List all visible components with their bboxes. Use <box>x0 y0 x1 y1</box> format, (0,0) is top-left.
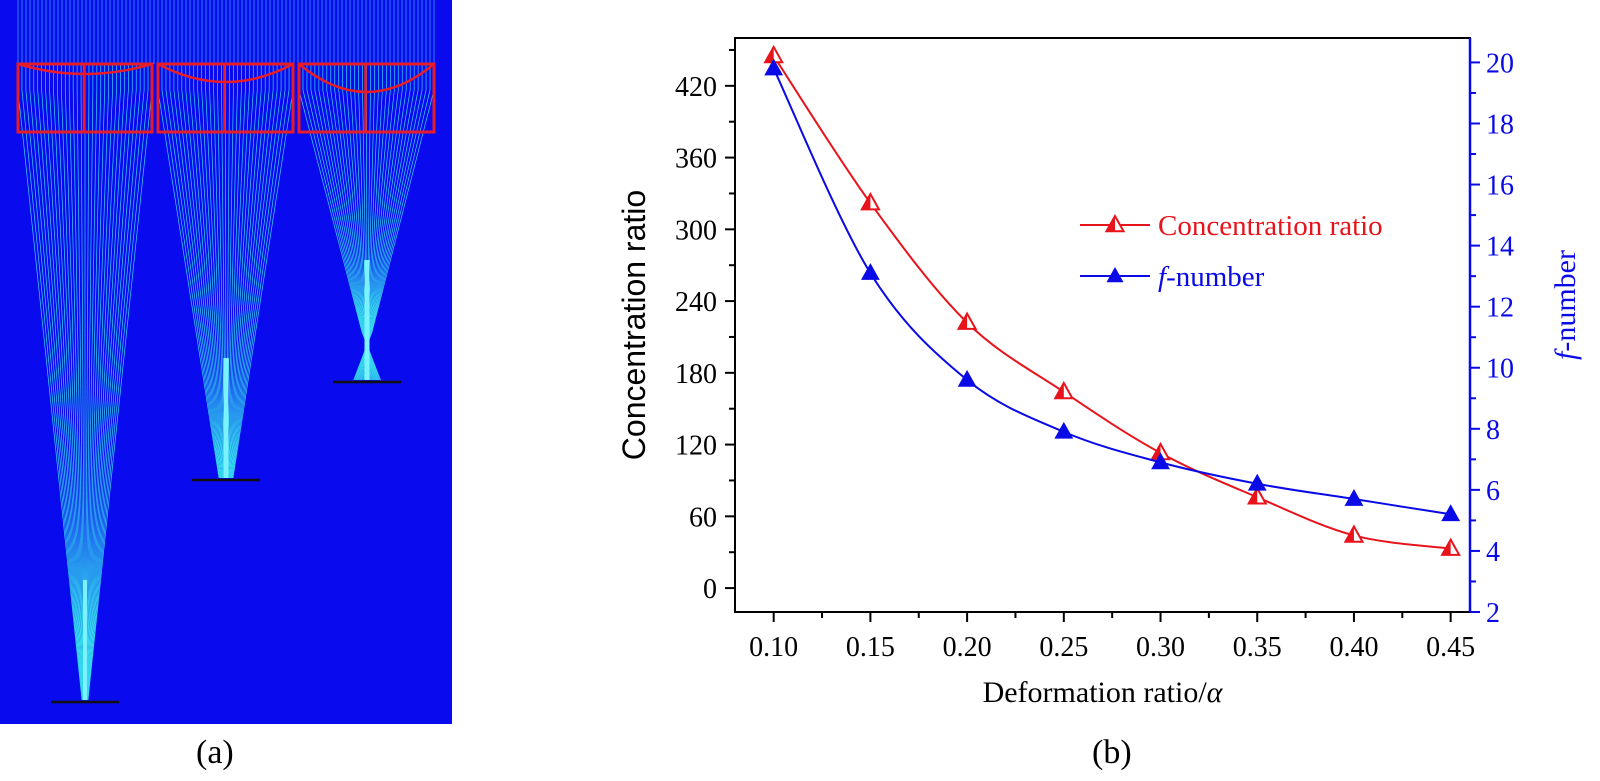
legend-entry-concentration-ratio: Concentration ratio <box>1080 210 1383 242</box>
x-axis: 0.10 0.15 0.20 0.25 0.30 0.35 0.40 0.45 <box>749 612 1475 663</box>
plot-area-frame <box>735 38 1470 612</box>
x-tick-label: 0.35 <box>1233 632 1282 663</box>
y-right-tick-label: 10 <box>1486 354 1514 385</box>
legend-label-f-number: f-number <box>1158 261 1265 293</box>
concentration-ratio-line <box>774 56 1451 549</box>
y-right-tick-label: 2 <box>1486 598 1500 629</box>
y-axis-right-label: f-number <box>1549 250 1582 360</box>
legend-marker-f-number <box>1106 267 1123 282</box>
y-right-tick-label: 12 <box>1486 293 1514 324</box>
y-left-tick-label: 0 <box>703 574 717 605</box>
x-tick-label: 0.40 <box>1329 632 1378 663</box>
x-tick-label: 0.45 <box>1426 632 1475 663</box>
y-right-tick-label: 4 <box>1486 537 1500 568</box>
caption-a: (a) <box>196 734 234 772</box>
legend-entry-f-number: f-number <box>1080 261 1265 293</box>
f-number-point <box>862 264 879 279</box>
y-left-tick-label: 420 <box>675 72 717 103</box>
ray-trace-diagram <box>0 0 452 724</box>
y-right-tick-label: 20 <box>1486 48 1514 79</box>
y-left-tick-label: 300 <box>675 215 717 246</box>
y-right-tick-label: 14 <box>1486 232 1514 263</box>
caption-b: (b) <box>1092 734 1132 772</box>
ray-trace-panel <box>0 0 452 724</box>
y-left-tick-label: 120 <box>675 431 717 462</box>
series-concentration-ratio <box>765 47 1459 555</box>
y-left-tick-label: 60 <box>689 502 717 533</box>
y-left-tick-label: 240 <box>675 287 717 318</box>
y-right-tick-label: 18 <box>1486 109 1514 140</box>
y-axis-right: 2 4 6 8 10 12 14 16 18 20 <box>1470 48 1514 629</box>
x-tick-label: 0.10 <box>749 632 798 663</box>
y-axis-left-label: Concentration ratio <box>616 190 652 460</box>
y-right-tick-label: 6 <box>1486 476 1500 507</box>
y-axis-left: 0 60 120 180 240 300 360 420 <box>675 50 735 605</box>
series-f-number <box>765 60 1459 521</box>
x-tick-label: 0.15 <box>846 632 895 663</box>
legend-label-concentration-ratio: Concentration ratio <box>1158 210 1383 242</box>
chart-panel: 0.10 0.15 0.20 0.25 0.30 0.35 0.40 0.45 0 60 120 1… <box>600 0 1600 776</box>
x-tick-label: 0.20 <box>943 632 992 663</box>
x-axis-label: Deformation ratio/α <box>983 676 1224 709</box>
f-number-line <box>774 69 1451 515</box>
dual-axis-chart: 0.10 0.15 0.20 0.25 0.30 0.35 0.40 0.45 0 60 120 1… <box>600 0 1600 776</box>
x-tick-label: 0.25 <box>1039 632 1088 663</box>
series-layer <box>765 47 1459 555</box>
f-number-point <box>959 371 976 386</box>
x-tick-label: 0.30 <box>1136 632 1185 663</box>
y-left-tick-label: 180 <box>675 359 717 390</box>
y-right-tick-label: 8 <box>1486 415 1500 446</box>
y-right-tick-label: 16 <box>1486 171 1514 202</box>
f-number-point <box>1055 423 1072 438</box>
legend: Concentration ratio f-number <box>1080 210 1383 293</box>
y-left-tick-label: 360 <box>675 144 717 175</box>
